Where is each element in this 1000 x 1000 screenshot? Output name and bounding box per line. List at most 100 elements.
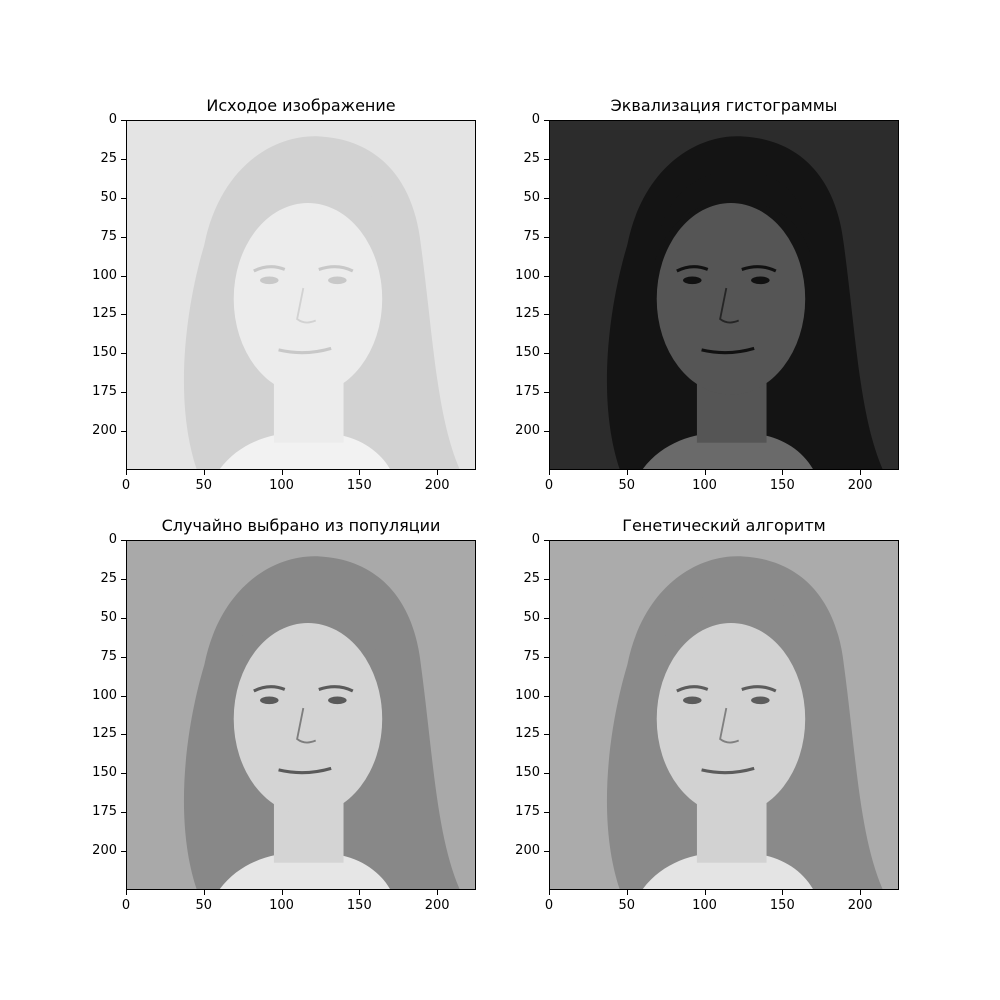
x-tick-label: 50 xyxy=(618,898,636,913)
y-tick-label: 0 xyxy=(531,112,540,127)
panel-title: Эквализация гистограммы xyxy=(610,96,838,115)
y-tick-mark xyxy=(544,656,549,658)
panel-title: Случайно выбрано из популяции xyxy=(161,516,441,535)
y-tick-label: 25 xyxy=(523,150,540,166)
panel-title: Исходое изображение xyxy=(206,96,396,115)
x-tick-mark xyxy=(281,470,283,475)
y-tick-mark xyxy=(121,617,126,619)
x-tick-mark xyxy=(281,890,283,895)
y-tick-label: 50 xyxy=(100,189,117,205)
x-tick-mark xyxy=(126,470,127,475)
y-tick-mark xyxy=(544,158,549,160)
y-tick-mark xyxy=(544,773,549,775)
y-tick-label: 75 xyxy=(523,228,540,244)
y-tick-label: 200 xyxy=(515,423,540,439)
y-tick-mark xyxy=(121,656,126,658)
y-tick-mark xyxy=(544,617,549,619)
y-tick-mark xyxy=(544,120,549,121)
y-tick-mark xyxy=(121,851,126,853)
x-tick-mark xyxy=(626,890,628,895)
image-axes xyxy=(549,120,899,470)
y-tick-mark xyxy=(121,236,126,238)
y-tick-mark xyxy=(121,158,126,160)
y-tick-label: 150 xyxy=(92,345,117,361)
y-tick-label: 200 xyxy=(92,843,117,859)
portrait-image xyxy=(550,121,898,469)
x-tick-label: 100 xyxy=(692,478,717,493)
x-tick-label: 100 xyxy=(692,898,717,913)
x-tick-label: 150 xyxy=(346,898,372,913)
x-tick-label: 0 xyxy=(121,478,131,493)
x-tick-label: 150 xyxy=(346,478,372,493)
y-tick-label: 175 xyxy=(515,384,540,400)
y-tick-mark xyxy=(544,431,549,433)
y-tick-mark xyxy=(121,275,126,277)
x-tick-label: 0 xyxy=(544,898,554,913)
x-tick-mark xyxy=(782,890,784,895)
x-tick-mark xyxy=(203,890,205,895)
portrait-image xyxy=(127,541,475,889)
x-tick-label: 150 xyxy=(769,898,795,913)
x-tick-mark xyxy=(704,470,706,475)
y-tick-label: 75 xyxy=(523,648,540,664)
x-tick-mark xyxy=(782,470,784,475)
x-tick-mark xyxy=(549,470,550,475)
y-tick-label: 175 xyxy=(515,804,540,820)
y-tick-mark xyxy=(121,695,126,697)
x-tick-mark xyxy=(704,890,706,895)
y-tick-label: 50 xyxy=(100,609,117,625)
y-tick-label: 0 xyxy=(531,532,540,547)
y-tick-label: 100 xyxy=(515,687,540,703)
y-tick-label: 25 xyxy=(523,570,540,586)
image-axes xyxy=(126,120,476,470)
y-tick-mark xyxy=(544,851,549,853)
y-tick-label: 25 xyxy=(100,570,117,586)
x-tick-label: 150 xyxy=(769,478,795,493)
y-tick-mark xyxy=(544,734,549,736)
x-tick-mark xyxy=(549,890,550,895)
x-tick-mark xyxy=(359,470,361,475)
y-tick-mark xyxy=(121,431,126,433)
y-tick-mark xyxy=(121,392,126,394)
x-tick-mark xyxy=(359,890,361,895)
y-tick-label: 0 xyxy=(108,532,117,547)
y-tick-mark xyxy=(121,120,126,121)
x-tick-label: 0 xyxy=(544,478,554,493)
y-tick-mark xyxy=(544,314,549,316)
y-tick-mark xyxy=(121,773,126,775)
y-tick-mark xyxy=(544,197,549,199)
y-tick-label: 175 xyxy=(92,804,117,820)
y-tick-label: 125 xyxy=(92,726,117,742)
x-tick-mark xyxy=(626,470,628,475)
y-tick-mark xyxy=(544,540,549,541)
panel-title: Генетический алгоритм xyxy=(622,516,826,535)
x-tick-label: 100 xyxy=(269,478,294,493)
x-tick-label: 100 xyxy=(269,898,294,913)
y-tick-label: 125 xyxy=(515,306,540,322)
y-tick-mark xyxy=(121,812,126,814)
y-tick-label: 200 xyxy=(515,843,540,859)
x-tick-label: 200 xyxy=(847,898,873,913)
y-tick-label: 0 xyxy=(108,112,117,127)
portrait-image xyxy=(550,541,898,889)
y-tick-mark xyxy=(121,578,126,580)
y-tick-label: 125 xyxy=(92,306,117,322)
x-tick-mark xyxy=(437,890,439,895)
x-tick-mark xyxy=(860,890,862,895)
x-tick-label: 50 xyxy=(195,478,213,493)
y-tick-label: 50 xyxy=(523,609,540,625)
y-tick-mark xyxy=(121,197,126,199)
x-tick-label: 200 xyxy=(424,478,450,493)
y-tick-label: 75 xyxy=(100,648,117,664)
y-tick-label: 200 xyxy=(92,423,117,439)
x-tick-mark xyxy=(126,890,127,895)
portrait-image xyxy=(127,121,475,469)
y-tick-mark xyxy=(121,540,126,541)
x-tick-label: 200 xyxy=(847,478,873,493)
y-tick-label: 150 xyxy=(515,345,540,361)
y-tick-mark xyxy=(544,236,549,238)
y-tick-label: 25 xyxy=(100,150,117,166)
y-tick-label: 100 xyxy=(92,687,117,703)
y-tick-mark xyxy=(544,695,549,697)
y-tick-mark xyxy=(544,353,549,355)
